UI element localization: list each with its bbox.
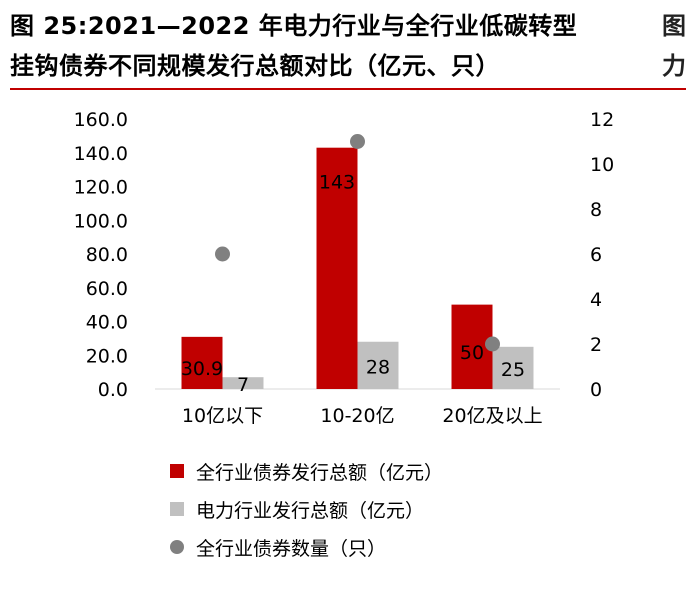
y-right-tick-label: 4 bbox=[590, 289, 602, 311]
bar-power bbox=[492, 346, 534, 389]
chart-legend: 全行业债券发行总额（亿元） 电力行业发行总额（亿元） 全行业债券数量（只） bbox=[170, 452, 443, 566]
data-label-total: 50 bbox=[460, 342, 484, 364]
y-left-tick-label: 160.0 bbox=[74, 109, 128, 131]
y-right-tick-label: 2 bbox=[590, 334, 602, 356]
y-left-tick-label: 80.0 bbox=[86, 244, 128, 266]
x-tick-label: 20亿及以上 bbox=[442, 405, 542, 427]
bar-total bbox=[181, 336, 223, 389]
y-left-tick-label: 60.0 bbox=[86, 278, 128, 300]
y-left-tick-label: 40.0 bbox=[86, 312, 128, 334]
y-right-tick-label: 0 bbox=[590, 379, 602, 401]
point-count bbox=[215, 246, 230, 262]
y-left-tick-label: 0.0 bbox=[98, 379, 128, 401]
bar-power bbox=[222, 377, 264, 389]
clipped-neighbor-line-1: 图 bbox=[662, 12, 686, 40]
chart-title-line-1: 图 25:2021—2022 年电力行业与全行业低碳转型 bbox=[10, 12, 578, 40]
chart-title: 图 25:2021—2022 年电力行业与全行业低碳转型 挂钩债券不同规模发行总… bbox=[10, 6, 650, 86]
bar-chart: 0.0 20.0 40.0 60.0 80.0 100.0 120.0 140.0 160.0 0… bbox=[74, 109, 615, 427]
data-label-power: 28 bbox=[366, 356, 390, 378]
y-left-tick-label: 120.0 bbox=[74, 177, 128, 199]
title-divider bbox=[10, 88, 686, 90]
y-right-tick-label: 6 bbox=[590, 244, 602, 266]
chart-title-line-2: 挂钩债券不同规模发行总额对比（亿元、只） bbox=[10, 52, 500, 80]
data-label-power: 7 bbox=[237, 374, 249, 396]
clipped-neighbor-title: 图 力 bbox=[662, 6, 696, 86]
x-tick-label: 10-20亿 bbox=[320, 405, 394, 427]
legend-label-power: 电力行业发行总额（亿元） bbox=[196, 499, 425, 522]
point-count bbox=[350, 134, 365, 149]
legend-item-total: 全行业债券发行总额（亿元） bbox=[170, 452, 443, 490]
y-right-tick-label: 12 bbox=[590, 109, 614, 131]
legend-swatch-dot bbox=[170, 540, 184, 554]
data-label-total: 30.9 bbox=[181, 358, 223, 380]
clipped-neighbor-line-2: 力 bbox=[662, 52, 686, 80]
bar-power bbox=[357, 341, 399, 389]
legend-label-count: 全行业债券数量（只） bbox=[196, 537, 387, 560]
y-left-tick-label: 140.0 bbox=[74, 143, 128, 165]
legend-item-count: 全行业债券数量（只） bbox=[170, 528, 443, 566]
y-right-tick-label: 10 bbox=[590, 154, 614, 176]
point-count bbox=[485, 336, 500, 352]
data-label-power: 25 bbox=[501, 359, 525, 381]
y-right-tick-label: 8 bbox=[590, 199, 602, 221]
legend-label-total: 全行业债券发行总额（亿元） bbox=[196, 461, 444, 484]
legend-swatch-gray bbox=[170, 502, 184, 516]
y-left-tick-label: 20.0 bbox=[86, 345, 128, 367]
y-left-tick-label: 100.0 bbox=[74, 210, 128, 232]
x-tick-label: 10亿以下 bbox=[182, 405, 263, 427]
bar-total bbox=[316, 147, 358, 389]
legend-item-power: 电力行业发行总额（亿元） bbox=[170, 490, 443, 528]
data-label-total: 143 bbox=[319, 172, 355, 194]
legend-swatch-red bbox=[170, 464, 184, 478]
